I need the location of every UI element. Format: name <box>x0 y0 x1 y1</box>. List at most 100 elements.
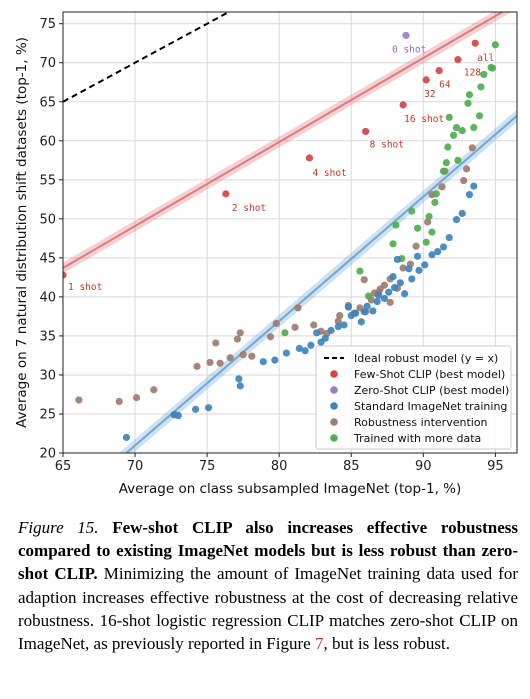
trained-with-more-data-point <box>445 113 453 121</box>
robustness-intervention-point <box>212 339 220 347</box>
few-shot-clip-best-model-point <box>435 66 443 75</box>
standard-imagenet-training-point <box>360 308 368 316</box>
robustness-intervention-point <box>424 218 432 226</box>
robustness-intervention-point <box>248 352 256 360</box>
trained-with-more-data-point <box>470 123 478 132</box>
trained-with-more-data-point <box>464 99 472 107</box>
robustness-intervention-point <box>291 323 299 331</box>
robustness-intervention-point <box>206 358 214 367</box>
few-shot-clip-best-model-point <box>471 39 479 47</box>
y-tick-label: 65 <box>39 95 56 110</box>
legend-entry-label: Zero-Shot CLIP (best model) <box>354 384 509 397</box>
robustness-intervention-point <box>376 285 384 293</box>
trained-with-more-data-point <box>454 156 462 164</box>
robustness-intervention-point <box>266 333 275 341</box>
robustness-intervention-point <box>132 393 141 402</box>
robustness-intervention-point <box>399 264 407 272</box>
standard-imagenet-training-point <box>174 411 182 420</box>
figure-caption: Figure 15. Few-shot CLIP also increases … <box>18 516 518 655</box>
standard-imagenet-training-point <box>405 265 413 273</box>
few-shot-clip-best-model-point <box>305 154 314 162</box>
y-tick-label: 40 <box>39 290 56 305</box>
imagenet-fit-line <box>124 115 517 453</box>
robustness-intervention-point <box>310 321 318 329</box>
trained-with-more-data-point <box>392 221 400 229</box>
x-tick-label: 65 <box>55 459 72 474</box>
few-shot-fit-line <box>63 12 505 269</box>
standard-imagenet-training-point <box>295 344 303 353</box>
x-tick-label: 90 <box>415 459 432 474</box>
x-axis-ticks: 65 70 75 80 85 90 95 <box>55 453 504 474</box>
scatter-plot: 1 shot 2 shot 4 shot 8 shot 16 shot 32 64 128 al… <box>14 11 518 497</box>
y-axis-label: Average on 7 natural distribution shift … <box>14 37 30 428</box>
standard-imagenet-training-point <box>393 255 401 264</box>
standard-imagenet-training-point <box>428 251 436 259</box>
standard-imagenet-training-point <box>259 358 267 366</box>
standard-imagenet-training-point <box>334 322 342 331</box>
robustness-intervention-point <box>226 354 234 362</box>
trained-with-more-data-point <box>408 207 416 215</box>
y-tick-label: 60 <box>39 134 56 149</box>
caption-bold-summary: Few-shot CLIP also increases effective r… <box>18 518 518 584</box>
robustness-intervention-point <box>75 396 83 404</box>
point-label: 0 shot <box>392 44 426 55</box>
standard-imagenet-training-point <box>357 318 365 326</box>
fit-bands <box>63 12 517 453</box>
legend-entry-label: Ideal robust model (y = x) <box>354 352 498 365</box>
standard-imagenet-training-point <box>373 297 381 306</box>
robustness-intervention-point <box>412 242 420 250</box>
standard-imagenet-training-point <box>452 216 461 224</box>
robustness-intervention-point <box>233 335 241 343</box>
standard-imagenet-training-point <box>282 349 290 357</box>
y-tick-label: 25 <box>39 407 56 422</box>
y-tick-label: 20 <box>39 447 56 462</box>
point-label: 8 shot <box>370 139 404 150</box>
point-label: 2 shot <box>232 203 266 214</box>
caption-figure-number: Figure 15. <box>18 518 99 537</box>
few-shot-clip-best-model-point <box>399 101 407 109</box>
y-tick-label: 35 <box>39 329 56 344</box>
legend-entry-label: Few-Shot CLIP (best model) <box>354 368 505 381</box>
few-shot-fit-band <box>63 12 512 274</box>
ideal-robust-line <box>63 12 230 103</box>
standard-imagenet-training-point <box>389 273 397 281</box>
standard-imagenet-training-point <box>400 290 409 298</box>
standard-imagenet-training-point <box>271 356 279 364</box>
robustness-intervention-point <box>193 362 201 370</box>
trained-with-more-data-point <box>281 329 289 337</box>
standard-imagenet-training-point <box>191 405 200 413</box>
caption-text: Minimizing the amount of ImageNet traini… <box>18 564 518 654</box>
y-tick-label: 50 <box>39 212 56 227</box>
legend-entry-label: Standard ImageNet training <box>354 400 507 413</box>
trained-with-more-data-point <box>389 240 397 248</box>
robustness-intervention-point <box>294 304 302 312</box>
standard-imagenet-training-point <box>351 309 360 317</box>
point-label: 128 <box>464 68 481 79</box>
few-shot-clip-best-model-point <box>422 76 430 84</box>
x-tick-label: 85 <box>343 459 360 474</box>
caption-figure-reference[interactable]: 7 <box>314 634 324 654</box>
robustness-intervention-point <box>386 298 394 306</box>
robustness-intervention-point <box>462 165 471 173</box>
standard-imagenet-training-point <box>321 334 329 342</box>
y-axis-ticks: 20 25 30 35 40 45 50 55 60 65 70 75 <box>39 17 63 462</box>
robustness-intervention-point <box>216 359 224 367</box>
trained-with-more-data-point <box>422 238 430 246</box>
standard-imagenet-training-point <box>301 347 309 355</box>
standard-imagenet-training-point <box>344 303 352 311</box>
trained-with-more-data-point <box>425 212 433 221</box>
few-shot-clip-best-model-point <box>362 127 370 136</box>
caption-text-end: , but is less robust. <box>323 634 451 654</box>
point-label: 32 <box>424 89 435 100</box>
trained-with-more-data-point <box>477 83 485 91</box>
trained-with-more-data-point <box>491 41 499 49</box>
standard-imagenet-training-point <box>363 302 371 310</box>
fit-lines <box>63 12 517 453</box>
robustness-intervention-point <box>460 176 468 185</box>
y-tick-label: 55 <box>39 173 56 188</box>
robustness-intervention-point <box>360 276 368 284</box>
trained-with-more-data-point <box>452 123 461 132</box>
standard-imagenet-training-point <box>313 329 321 337</box>
trained-with-more-data-point <box>364 292 373 300</box>
data-points <box>63 31 499 441</box>
